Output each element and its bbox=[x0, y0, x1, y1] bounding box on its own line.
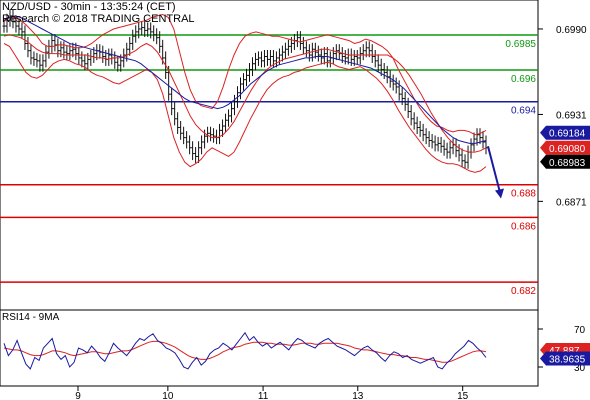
x-tick-label: 13 bbox=[352, 391, 364, 400]
price-tag bbox=[540, 140, 590, 155]
forecast-arrow bbox=[487, 146, 501, 193]
rsi-value-tag bbox=[540, 351, 590, 366]
bollinger-mid-line bbox=[3, 34, 487, 153]
rsi-title: RSI14 - 9MA bbox=[2, 312, 60, 323]
price-tag-label: 0.69080 bbox=[549, 144, 586, 155]
price-tag-label: 0.69184 bbox=[549, 129, 586, 140]
bollinger-lower-line bbox=[3, 43, 487, 173]
price-tag bbox=[540, 125, 590, 140]
rsi-y-tick-label: 30 bbox=[574, 363, 586, 374]
x-tick-label: 15 bbox=[457, 391, 469, 400]
x-tick-label: 10 bbox=[162, 391, 174, 400]
y-tick-label: 0.6931 bbox=[556, 110, 587, 121]
rsi-line bbox=[3, 331, 487, 370]
rsi-value-tag-label: 38.9635 bbox=[549, 354, 586, 365]
chart-title: NZD/USD - 30min - 13:35:24 (CET) bbox=[2, 1, 176, 13]
level-label: 0.696 bbox=[511, 74, 536, 85]
level-label: 0.686 bbox=[511, 221, 536, 232]
price-tag bbox=[540, 154, 590, 169]
level-label: 0.688 bbox=[511, 189, 536, 200]
level-label: 0.682 bbox=[511, 286, 536, 297]
y-tick-label: 0.6990 bbox=[556, 25, 587, 36]
forecast-arrow-head bbox=[495, 188, 504, 199]
level-label: 0.694 bbox=[511, 106, 536, 117]
chart-copyright: Research © 2018 TRADING CENTRAL bbox=[2, 13, 195, 25]
x-tick-label: 9 bbox=[75, 391, 81, 400]
level-label: 0.6985 bbox=[505, 39, 536, 50]
price-tag-label: 0.68983 bbox=[549, 158, 586, 169]
rsi-y-tick-label: 70 bbox=[574, 325, 586, 336]
moving-average-line bbox=[3, 15, 487, 144]
x-tick-label: 11 bbox=[258, 391, 269, 400]
y-tick-label: 0.6871 bbox=[556, 197, 587, 208]
plot-frame bbox=[0, 0, 539, 387]
